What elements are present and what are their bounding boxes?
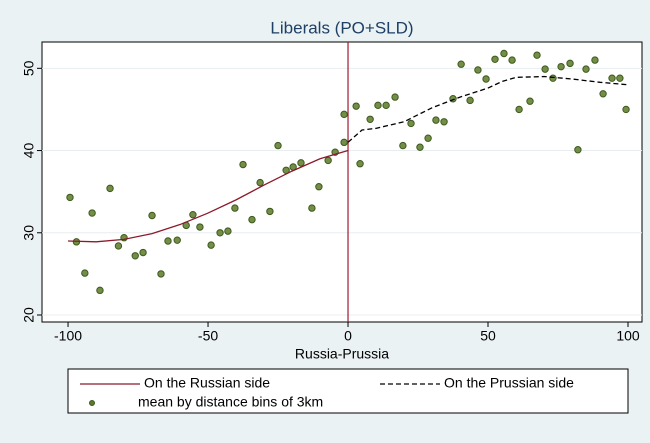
point (231, 204, 239, 212)
legend-label: On the Prussian side (444, 375, 574, 391)
y-tick-label: 40 (21, 143, 37, 159)
point (131, 252, 139, 260)
point (189, 210, 197, 219)
legend-swatch (89, 400, 95, 406)
point (340, 138, 348, 147)
point (391, 93, 399, 101)
point (114, 242, 123, 250)
point (416, 143, 424, 151)
point (407, 119, 415, 128)
point (315, 183, 323, 191)
point (239, 160, 247, 169)
point (88, 209, 96, 217)
plot-area (41, 41, 643, 323)
x-axis-label: Russia-Prussia (295, 346, 389, 362)
point (500, 49, 508, 58)
point (424, 134, 432, 142)
point (515, 105, 523, 114)
point (324, 156, 332, 165)
chart-title: Liberals (PO+SLD) (270, 18, 413, 37)
point (440, 118, 448, 126)
point (466, 96, 474, 105)
point (81, 269, 89, 277)
point (616, 74, 624, 82)
point (164, 237, 172, 245)
point (491, 55, 499, 63)
x-tick-label: 100 (616, 328, 640, 344)
x-tick-label: 50 (480, 328, 496, 344)
point (566, 59, 574, 68)
point (224, 227, 232, 235)
y-tick-label: 50 (21, 60, 37, 76)
point (482, 75, 490, 83)
point (148, 211, 156, 220)
x-tick-label: 0 (344, 328, 352, 344)
y-tick-label: 20 (21, 307, 37, 323)
point (366, 115, 374, 123)
point (457, 60, 465, 68)
point (157, 270, 165, 278)
point (248, 215, 256, 224)
point (582, 65, 590, 73)
point (622, 105, 630, 114)
point (549, 74, 557, 82)
point (541, 65, 549, 73)
x-tick-label: -50 (198, 328, 218, 344)
point (340, 110, 348, 119)
point (352, 102, 360, 110)
point (139, 248, 147, 257)
point (256, 178, 264, 187)
point (591, 56, 599, 64)
point (382, 101, 390, 110)
point (533, 51, 541, 59)
point (196, 223, 204, 231)
point (557, 62, 565, 71)
point (526, 97, 534, 105)
point (474, 66, 482, 74)
point (216, 229, 224, 237)
point (207, 241, 215, 249)
legend-label: On the Russian side (144, 375, 270, 391)
point (608, 74, 616, 82)
y-tick-label: 30 (21, 225, 37, 241)
point (96, 286, 104, 295)
point (432, 116, 440, 124)
point (374, 101, 382, 110)
point (599, 90, 607, 98)
point (508, 56, 516, 64)
legend (67, 368, 629, 414)
point (574, 146, 582, 154)
fit-line (68, 149, 349, 243)
point (106, 184, 114, 193)
x-tick-label: -100 (54, 328, 82, 344)
point (399, 141, 407, 150)
point (297, 159, 305, 167)
point (66, 193, 74, 202)
point (173, 236, 181, 244)
legend-label: mean by distance bins of 3km (138, 394, 323, 410)
fit-line (347, 75, 629, 143)
point (356, 160, 364, 168)
point (308, 204, 316, 212)
point (274, 141, 282, 150)
point (266, 207, 274, 216)
